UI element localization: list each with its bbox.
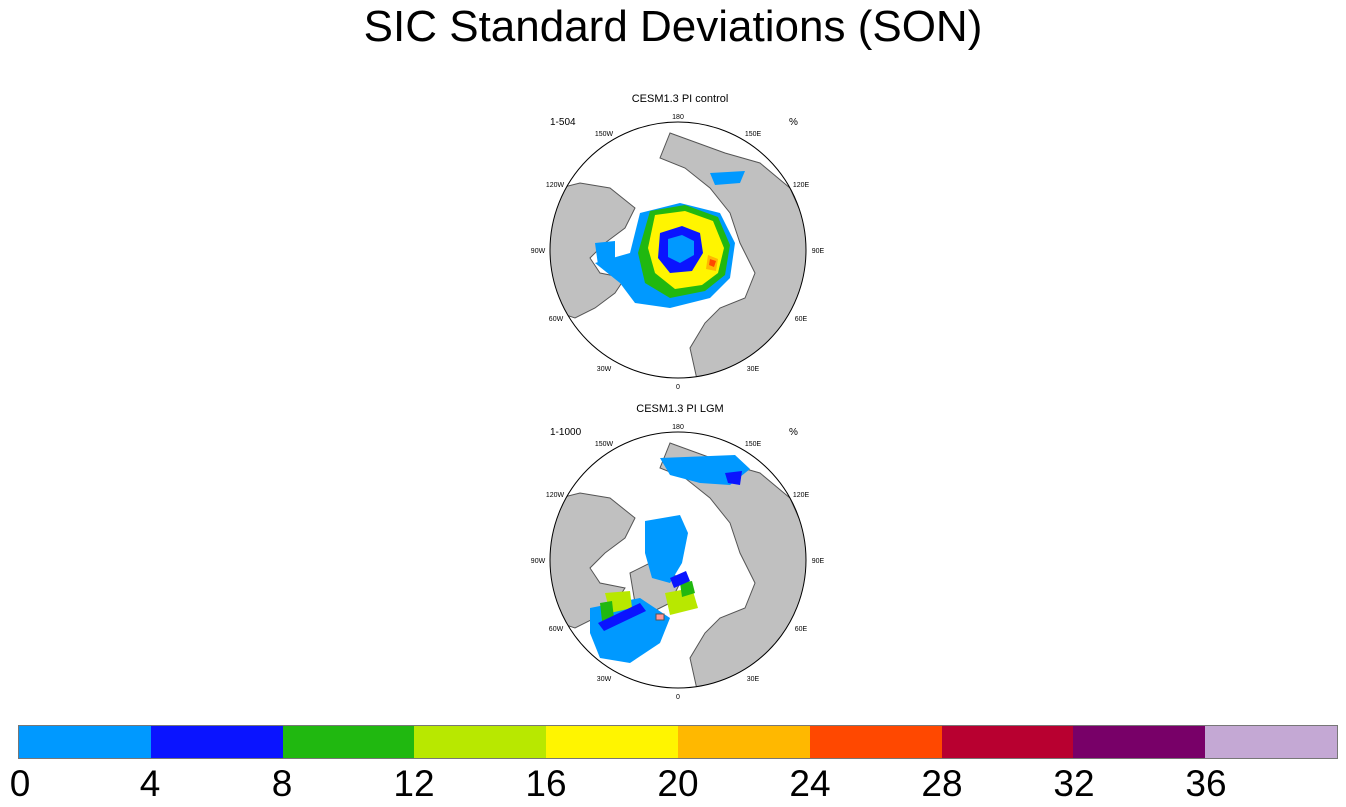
colorbar — [18, 725, 1338, 759]
polar-map-pi-control: 180 150E 120E 90E 60E 30E 0 30W 60W 90W … — [531, 114, 825, 391]
colorbar-tick-label: 32 — [1053, 763, 1095, 804]
sic-band-24-28 — [709, 259, 716, 267]
map-panel-lgm: CESM1.3 PI LGM 1-1000 % 180 150E 120E 90… — [520, 403, 840, 701]
colorbar-segment-6 — [809, 726, 942, 758]
colorbar-tick-label: 16 — [525, 763, 567, 804]
colorbar-tick-label: 0 — [9, 763, 31, 804]
colorbar-segment-5 — [677, 726, 810, 758]
lon-label-30w: 30W — [597, 676, 612, 683]
lon-label-0: 0 — [676, 694, 680, 701]
sic-marker — [655, 613, 665, 621]
panel-title: CESM1.3 PI LGM — [636, 403, 724, 415]
colorbar-segment-0 — [19, 726, 151, 758]
lon-label-60e: 60E — [795, 316, 808, 323]
colorbar-segment-1 — [150, 726, 283, 758]
lon-label-150w: 150W — [595, 441, 614, 448]
colorbar-ticks: 0 4 8 12 16 20 24 28 32 36 — [0, 763, 1346, 807]
colorbar-segment-9 — [1205, 726, 1337, 758]
lon-label-60e: 60E — [795, 626, 808, 633]
colorbar-tick-label: 12 — [393, 763, 435, 804]
colorbar-tick-label: 4 — [139, 763, 161, 804]
lon-label-180: 180 — [672, 114, 684, 121]
sic-band-8-12-east — [680, 581, 695, 597]
lon-label-30e: 30E — [747, 676, 760, 683]
sic-band-4-8-east-asia — [725, 471, 742, 485]
colorbar-segment-2 — [282, 726, 415, 758]
colorbar-segment-7 — [941, 726, 1074, 758]
lon-label-90w: 90W — [531, 248, 546, 255]
sic-band-hudson — [595, 241, 615, 265]
colorbar-tick-label: 28 — [921, 763, 963, 804]
lon-label-0: 0 — [676, 384, 680, 391]
lon-label-150w: 150W — [595, 131, 614, 138]
lon-label-120w: 120W — [546, 492, 565, 499]
colorbar-tick-label: 24 — [789, 763, 831, 804]
lon-label-150e: 150E — [745, 441, 762, 448]
lon-label-90e: 90E — [812, 248, 825, 255]
lon-label-150e: 150E — [745, 131, 762, 138]
lon-label-180: 180 — [672, 424, 684, 431]
lon-label-120w: 120W — [546, 182, 565, 189]
sic-band-0-4-center — [668, 235, 694, 263]
panel-unit-label: % — [789, 427, 798, 438]
lon-label-90e: 90E — [812, 558, 825, 565]
colorbar-segment-4 — [546, 726, 678, 758]
sic-band-8-12-west — [600, 601, 614, 621]
colorbar-tick-label: 8 — [271, 763, 293, 804]
panel-unit-label: % — [789, 117, 798, 128]
lon-label-30w: 30W — [597, 366, 612, 373]
sic-band-east-asia — [710, 171, 745, 185]
lon-label-60w: 60W — [549, 626, 564, 633]
colorbar-tick-label: 20 — [657, 763, 699, 804]
panel-years-label: 1-1000 — [550, 427, 582, 438]
lon-label-120e: 120E — [793, 492, 810, 499]
sic-band-4-8-east — [670, 571, 690, 588]
lon-label-60w: 60W — [549, 316, 564, 323]
polar-map-lgm: 180 150E 120E 90E 60E 30E 0 30W 60W 90W … — [531, 424, 825, 701]
panel-years-label: 1-504 — [550, 117, 576, 128]
colorbar-segment-3 — [414, 726, 547, 758]
map-panel-pi-control: CESM1.3 PI control 1-504 % 180 150E 120E — [520, 93, 840, 391]
lon-label-30e: 30E — [747, 366, 760, 373]
sic-band-12-16-east — [665, 588, 698, 615]
sic-band-0-4-arctic — [645, 515, 688, 583]
colorbar-tick-label: 36 — [1185, 763, 1227, 804]
figure-title: SIC Standard Deviations (SON) — [363, 2, 983, 51]
lon-label-90w: 90W — [531, 558, 546, 565]
sic-band-4-8-west — [598, 603, 646, 631]
panel-title: CESM1.3 PI control — [631, 93, 729, 105]
colorbar-segment-8 — [1073, 726, 1206, 758]
lon-label-120e: 120E — [793, 182, 810, 189]
